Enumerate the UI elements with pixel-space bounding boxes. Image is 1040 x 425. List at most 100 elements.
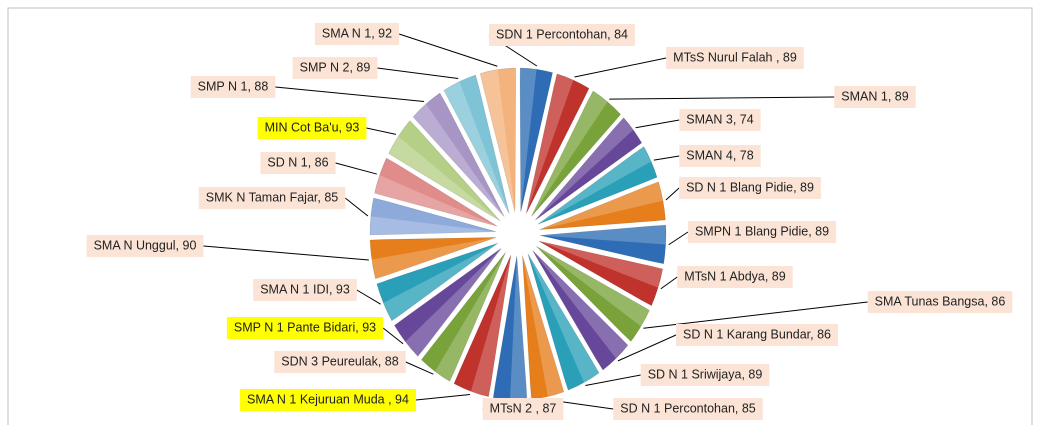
wedge bbox=[537, 146, 658, 225]
data-label: MTsS Nurul Falah , 89 bbox=[673, 50, 797, 64]
data-label-box bbox=[190, 76, 276, 98]
leader-line bbox=[405, 361, 434, 375]
wedge bbox=[412, 92, 505, 217]
data-label-box bbox=[292, 57, 378, 79]
wedge bbox=[421, 252, 506, 382]
wedge-shine bbox=[527, 253, 600, 383]
data-label-box bbox=[679, 109, 761, 131]
wedge-shine bbox=[434, 252, 506, 382]
data-label-box bbox=[260, 152, 336, 174]
data-label-box bbox=[253, 279, 357, 301]
wedge-shine bbox=[536, 246, 650, 327]
wedge bbox=[531, 90, 622, 217]
wedge-shine bbox=[443, 81, 510, 214]
data-label: MIN Cot Ba'u, 93 bbox=[265, 120, 360, 134]
wedge bbox=[534, 117, 643, 221]
data-label-box bbox=[613, 398, 763, 420]
wedge bbox=[376, 242, 499, 322]
wedge bbox=[369, 197, 497, 236]
data-label-box bbox=[867, 291, 1013, 313]
wedge-shine bbox=[371, 237, 497, 279]
leader-line bbox=[609, 96, 835, 100]
leader-line bbox=[203, 245, 369, 261]
wedge bbox=[539, 181, 666, 230]
leader-line bbox=[635, 119, 680, 129]
leader-line bbox=[660, 276, 678, 290]
data-label: SDN 3 Peureulak, 88 bbox=[281, 354, 398, 368]
labels: SDN 1 Percontohan, 84 MTsS Nurul Falah , … bbox=[86, 23, 1013, 420]
wedge bbox=[525, 73, 590, 214]
data-label-box bbox=[679, 177, 821, 199]
data-label: SMA N 1, 92 bbox=[322, 26, 392, 40]
data-label-box bbox=[314, 23, 400, 45]
leader-line bbox=[344, 197, 369, 217]
leader-line bbox=[665, 187, 680, 201]
data-label-box bbox=[834, 86, 916, 108]
leader-line bbox=[275, 86, 425, 102]
wedge bbox=[479, 67, 517, 213]
data-label-box bbox=[482, 398, 564, 420]
leader-line bbox=[574, 57, 667, 78]
data-label-box bbox=[687, 221, 837, 243]
wedge bbox=[443, 74, 510, 214]
wedge-shine bbox=[520, 68, 537, 213]
data-label-box bbox=[257, 117, 367, 139]
wedge-shine bbox=[531, 90, 608, 217]
wedge-shine bbox=[470, 254, 511, 397]
leader-line bbox=[585, 374, 641, 387]
wedge-shine bbox=[532, 250, 628, 359]
data-label-box bbox=[274, 351, 406, 373]
leader-line bbox=[653, 155, 680, 161]
leader-line bbox=[366, 127, 397, 135]
leader-line bbox=[377, 67, 459, 80]
leader-line bbox=[617, 334, 677, 362]
wedge bbox=[519, 67, 553, 213]
data-label: SMP N 1, 88 bbox=[198, 79, 269, 93]
wedge bbox=[388, 120, 501, 222]
data-label: SMA Tunas Bangsa, 86 bbox=[875, 294, 1006, 308]
wedge bbox=[394, 248, 502, 357]
leader-line bbox=[668, 231, 689, 246]
wedge-shine bbox=[480, 69, 515, 213]
data-label: SMPN 1 Blang Pidie, 89 bbox=[695, 224, 829, 238]
data-label-box bbox=[675, 324, 839, 346]
data-label-box bbox=[666, 47, 804, 69]
wedge-shine bbox=[539, 225, 666, 245]
data-label: SD N 1, 86 bbox=[267, 155, 328, 169]
wedge-shine bbox=[413, 104, 505, 217]
data-label-box bbox=[640, 364, 770, 386]
data-label: SD N 1 Sriwijaya, 89 bbox=[648, 367, 763, 381]
wedge-shine bbox=[405, 248, 502, 357]
data-label-box bbox=[488, 24, 636, 46]
wedge bbox=[369, 237, 497, 280]
leader-line bbox=[643, 301, 868, 329]
wedge bbox=[453, 254, 512, 398]
data-label: MTsN 2 , 87 bbox=[490, 401, 557, 415]
wedge-shine bbox=[388, 136, 501, 222]
wedge-shine bbox=[370, 216, 497, 235]
wedge-shine bbox=[522, 255, 564, 397]
leader-line bbox=[398, 33, 498, 67]
data-label-box bbox=[86, 235, 204, 257]
leader-line bbox=[335, 162, 377, 175]
data-label: SMK N Taman Fajar, 85 bbox=[206, 190, 339, 204]
wedge-shine bbox=[510, 255, 527, 400]
chart-frame bbox=[7, 7, 1033, 425]
data-label: SDN 1 Percontohan, 84 bbox=[496, 27, 628, 41]
wedge bbox=[538, 240, 664, 307]
wedge bbox=[522, 255, 565, 400]
data-label-box bbox=[240, 389, 416, 411]
wedge bbox=[536, 245, 650, 342]
leader-line bbox=[415, 394, 471, 401]
wedge bbox=[539, 224, 667, 265]
wedge bbox=[374, 157, 498, 227]
data-label-box bbox=[679, 145, 761, 167]
data-label: SD N 1 Karang Bundar, 86 bbox=[683, 327, 831, 341]
wedge-shine bbox=[526, 73, 574, 214]
data-label: SMP N 2, 89 bbox=[300, 60, 371, 74]
data-label: SMP N 1 Pante Bidari, 93 bbox=[234, 320, 376, 334]
data-label: MTsN 1 Abdya, 89 bbox=[684, 269, 785, 283]
data-label: SMA N Unggul, 90 bbox=[94, 238, 197, 252]
data-label: SMAN 4, 78 bbox=[686, 148, 753, 162]
data-label: SMAN 3, 74 bbox=[686, 112, 753, 126]
